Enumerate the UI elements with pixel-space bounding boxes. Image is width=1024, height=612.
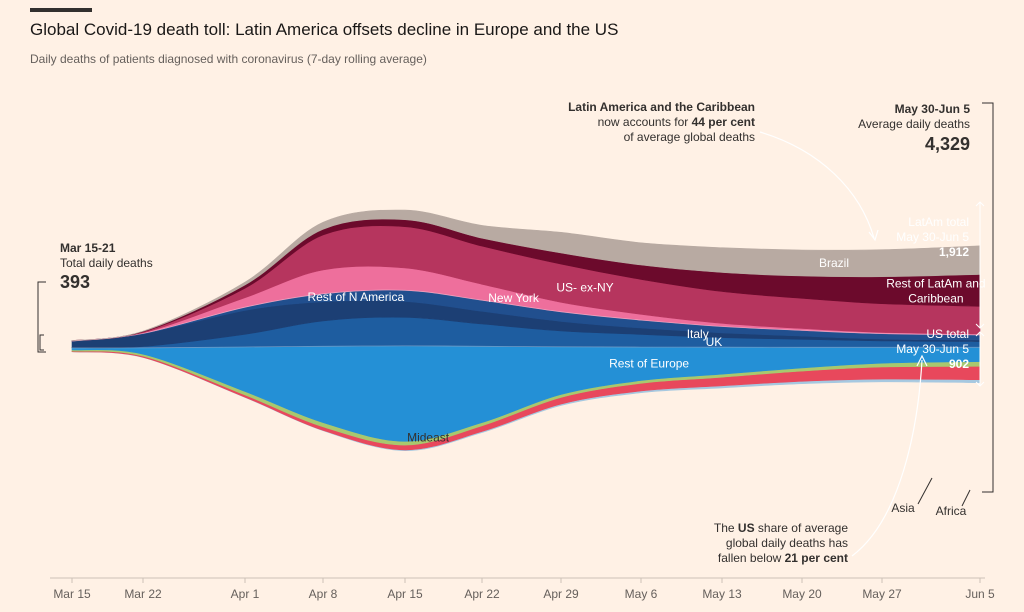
series-label-us-ex-ny: US- ex-NY bbox=[556, 280, 613, 294]
latam-total-value: 1,912 bbox=[939, 245, 969, 259]
latam-note-line2: now accounts for 44 per cent bbox=[598, 115, 755, 129]
series-label-italy: Italy bbox=[687, 327, 709, 341]
separator-line-rest-of-n-america bbox=[71, 289, 981, 342]
start-annotation-value: 393 bbox=[60, 272, 90, 292]
series-label-asia: Asia bbox=[891, 501, 915, 515]
latam-total-bracket bbox=[975, 201, 985, 329]
us-note-line3: fallen below 21 per cent bbox=[718, 551, 848, 565]
x-tick-label: Mar 22 bbox=[124, 587, 162, 601]
series-label-mideast: Mideast bbox=[407, 431, 450, 445]
start-annotation-line1: Mar 15-21 bbox=[60, 241, 116, 255]
x-tick-label: Mar 15 bbox=[53, 587, 91, 601]
latam-note-line3: of average global deaths bbox=[624, 130, 755, 144]
end-annotation-line2: Average daily deaths bbox=[858, 117, 970, 131]
latam-total-line2: May 30-Jun 5 bbox=[896, 230, 969, 244]
x-tick-label: May 13 bbox=[702, 587, 742, 601]
latam-note-arrowhead bbox=[868, 229, 879, 242]
x-tick-label: Jun 5 bbox=[965, 587, 995, 601]
ft-top-rule bbox=[30, 8, 92, 12]
x-tick-label: Apr 22 bbox=[464, 587, 500, 601]
x-tick-label: Apr 1 bbox=[231, 587, 260, 601]
latam-total-line1: LatAm total bbox=[908, 215, 969, 229]
x-tick-label: May 20 bbox=[782, 587, 822, 601]
x-tick-label: May 6 bbox=[625, 587, 658, 601]
us-note-line1: The US share of average bbox=[714, 521, 848, 535]
africa-leader-line bbox=[961, 489, 971, 507]
latam-note-line1: Latin America and the Caribbean bbox=[568, 100, 755, 114]
us-total-bracket bbox=[975, 331, 985, 387]
series-label-rest-of-europe: Rest of Europe bbox=[609, 357, 689, 371]
start-bracket-small bbox=[39, 334, 44, 351]
start-bracket bbox=[37, 281, 46, 353]
us-note-line2: global daily deaths has bbox=[726, 536, 848, 550]
chart-subtitle: Daily deaths of patients diagnosed with … bbox=[30, 52, 427, 66]
us-total-line1: US total bbox=[926, 327, 969, 341]
end-bracket bbox=[982, 102, 994, 493]
series-labels: Brazil Rest of LatAm and Caribbean US- ex-N… bbox=[307, 256, 985, 518]
series-label-brazil: Brazil bbox=[819, 256, 849, 270]
asia-leader-line bbox=[917, 477, 933, 505]
separator-line-rest-of-europe bbox=[71, 345, 980, 349]
us-total-line2: May 30-Jun 5 bbox=[896, 342, 969, 356]
series-label-rest-of-latam-and-caribbean: Rest of LatAm and Caribbean bbox=[886, 276, 985, 305]
chart-title: Global Covid-19 death toll: Latin Americ… bbox=[30, 20, 619, 39]
x-axis: Mar 15 Mar 22 Apr 1 Apr 8 Apr 15 Apr 22 Apr 29… bbox=[50, 577, 995, 601]
us-note-arrowhead bbox=[916, 354, 928, 367]
end-annotation-line1: May 30-Jun 5 bbox=[895, 102, 971, 116]
x-tick-label: May 27 bbox=[862, 587, 902, 601]
us-total-value: 902 bbox=[949, 357, 969, 371]
x-tick-label: Apr 29 bbox=[543, 587, 579, 601]
series-label-africa: Africa bbox=[936, 504, 967, 518]
stream-layer-rest-of-europe bbox=[71, 345, 981, 442]
x-tick-label: Apr 8 bbox=[309, 587, 338, 601]
end-annotation-value: 4,329 bbox=[925, 134, 970, 154]
latam-note-arrow bbox=[759, 131, 875, 239]
series-label-rest-of-n-america: Rest of N America bbox=[307, 290, 404, 304]
series-label-uk: UK bbox=[706, 335, 723, 349]
annotations: Mar 15-21 Total daily deaths 393 May 30-… bbox=[37, 100, 994, 565]
series-label-new-york: New York bbox=[488, 291, 540, 305]
x-tick-label: Apr 15 bbox=[387, 587, 423, 601]
stream-layers bbox=[71, 209, 981, 452]
start-annotation-line2: Total daily deaths bbox=[60, 256, 153, 270]
us-note-arrow bbox=[851, 359, 923, 557]
